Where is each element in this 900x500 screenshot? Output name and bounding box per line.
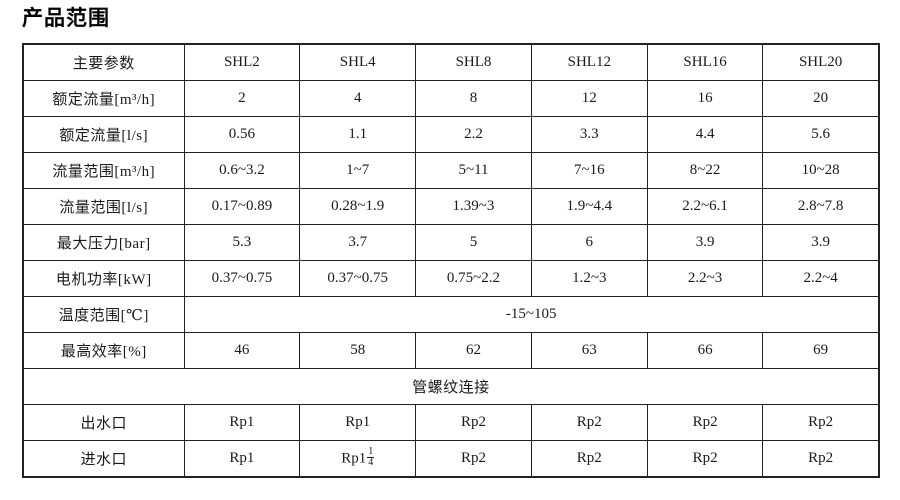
model-column-header: SHL16 (646, 43, 764, 82)
table-row: 管螺纹连接 (22, 368, 880, 406)
value-cell: 2.8~7.8 (762, 188, 880, 226)
value-cell: Rp2 (530, 440, 648, 478)
value-cell: 66 (646, 332, 764, 370)
value-cell: 4.4 (646, 116, 764, 154)
model-column-header: SHL2 (183, 43, 301, 82)
value-cell: 1.2~3 (530, 260, 648, 298)
value-cell: 0.37~0.75 (183, 260, 301, 298)
value-cell: 6 (530, 224, 648, 262)
table-row: 流量范围[m³/h] 0.6~3.2 1~7 5~11 7~16 8~22 10~28 (22, 152, 880, 190)
table-row: 电机功率[kW] 0.37~0.75 0.37~0.75 0.75~2.2 1.2~3 2… (22, 260, 880, 298)
row-label: 流量范围[l/s] (22, 188, 185, 226)
value-cell: 4 (299, 80, 417, 118)
value-cell: 0.6~3.2 (183, 152, 301, 190)
param-column-header: 主要参数 (22, 43, 185, 82)
value-cell: 0.75~2.2 (415, 260, 532, 298)
value-cell: 58 (299, 332, 417, 370)
value-cell: 1.9~4.4 (530, 188, 648, 226)
value-cell: Rp2 (415, 404, 532, 442)
value-cell: 5~11 (415, 152, 532, 190)
value-cell: 5.3 (183, 224, 301, 262)
value-cell: Rp1 (183, 440, 301, 478)
row-label: 最大压力[bar] (22, 224, 185, 262)
value-cell: 46 (183, 332, 301, 370)
table-body: 额定流量[m³/h] 2 4 8 12 16 20 额定流量[l/s] 0.56 1.1 2.2 3.… (22, 80, 880, 478)
row-label: 额定流量[m³/h] (22, 80, 185, 118)
row-label: 流量范围[m³/h] (22, 152, 185, 190)
value-cell: 2.2 (415, 116, 532, 154)
value-cell: Rp2 (762, 404, 880, 442)
value-cell: 0.28~1.9 (299, 188, 417, 226)
value-cell: 3.9 (762, 224, 880, 262)
row-label: 最高效率[%] (22, 332, 185, 370)
value-cell: 2.2~3 (646, 260, 764, 298)
value-cell: 0.56 (183, 116, 301, 154)
header-row: 主要参数 SHL2 SHL4 SHL8 SHL12 SHL16 SHL20 (22, 43, 880, 82)
model-column-header: SHL20 (762, 43, 880, 82)
value-cell: 3.3 (530, 116, 648, 154)
table-row: 最大压力[bar] 5.3 3.7 5 6 3.9 3.9 (22, 224, 880, 262)
value-cell: 1.1 (299, 116, 417, 154)
value-cell: 12 (530, 80, 648, 118)
table-row: 进水口 Rp1 Rp1 1 4 Rp2 Rp2 Rp2 Rp2 (22, 440, 880, 478)
value-cell: 69 (762, 332, 880, 370)
table-row: 温度范围[℃] -15~105 (22, 296, 880, 334)
value-cell: Rp1 1 4 (299, 440, 417, 478)
product-range-table: 主要参数 SHL2 SHL4 SHL8 SHL12 SHL16 SHL20 额定流量[m³/… (22, 43, 880, 479)
row-label: 进水口 (22, 440, 185, 478)
value-cell: 10~28 (762, 152, 880, 190)
value-cell: 8 (415, 80, 532, 118)
value-cell: Rp2 (530, 404, 648, 442)
model-column-header: SHL12 (530, 43, 648, 82)
value-cell: 0.17~0.89 (183, 188, 301, 226)
value-cell: 16 (646, 80, 764, 118)
value-cell: 5 (415, 224, 532, 262)
row-label: 出水口 (22, 404, 185, 442)
value-cell: Rp2 (415, 440, 532, 478)
value-cell: 1~7 (299, 152, 417, 190)
value-cell: 2.2~4 (762, 260, 880, 298)
row-label: 额定流量[l/s] (22, 116, 185, 154)
merged-value-cell: -15~105 (183, 296, 880, 334)
value-cell: Rp2 (646, 440, 764, 478)
table-row: 最高效率[%] 46 58 62 63 66 69 (22, 332, 880, 370)
table-header: 主要参数 SHL2 SHL4 SHL8 SHL12 SHL16 SHL20 (22, 43, 880, 82)
section-cell: 管螺纹连接 (22, 368, 880, 406)
value-cell: Rp2 (646, 404, 764, 442)
row-label: 温度范围[℃] (22, 296, 185, 334)
value-cell: 7~16 (530, 152, 648, 190)
value-cell: 3.9 (646, 224, 764, 262)
value-cell: 3.7 (299, 224, 417, 262)
model-column-header: SHL4 (299, 43, 417, 82)
value-cell: 2.2~6.1 (646, 188, 764, 226)
table-row: 额定流量[l/s] 0.56 1.1 2.2 3.3 4.4 5.6 (22, 116, 880, 154)
model-column-header: SHL8 (415, 43, 532, 82)
fraction-numerator: 1 (367, 445, 375, 459)
value-cell: 20 (762, 80, 880, 118)
value-cell: 2 (183, 80, 301, 118)
value-cell: Rp2 (762, 440, 880, 478)
row-label: 电机功率[kW] (22, 260, 185, 298)
value-cell: 8~22 (646, 152, 764, 190)
value-cell: 63 (530, 332, 648, 370)
value-cell: 62 (415, 332, 532, 370)
fraction-denominator: 4 (368, 457, 374, 469)
table-row: 出水口 Rp1 Rp1 Rp2 Rp2 Rp2 Rp2 (22, 404, 880, 442)
page-title: 产品范围 (22, 6, 110, 30)
value-cell: 1.39~3 (415, 188, 532, 226)
value-cell: 0.37~0.75 (299, 260, 417, 298)
value-cell: Rp1 (299, 404, 417, 442)
value-cell: 5.6 (762, 116, 880, 154)
table-row: 流量范围[l/s] 0.17~0.89 0.28~1.9 1.39~3 1.9~4.4 2… (22, 188, 880, 226)
value-cell: Rp1 (183, 404, 301, 442)
table-row: 额定流量[m³/h] 2 4 8 12 16 20 (22, 80, 880, 118)
